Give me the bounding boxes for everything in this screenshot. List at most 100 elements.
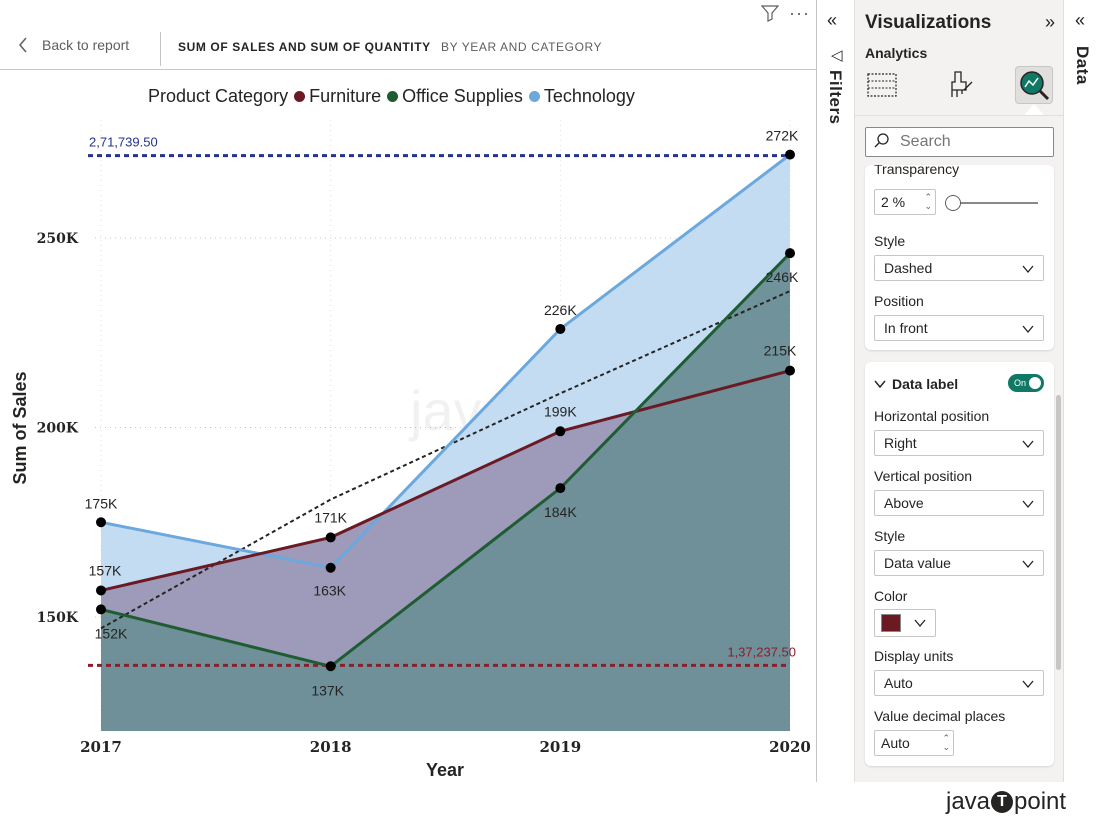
data-label: 199K <box>544 403 577 419</box>
decimal-places-spinbox[interactable]: Auto ⌃ ⌄ <box>874 730 954 756</box>
data-label-card: Data label On Horizontal position Right … <box>865 362 1054 766</box>
tab-divider <box>855 115 1064 116</box>
filters-pane-label[interactable]: Filters <box>826 70 845 125</box>
legend-marker <box>387 91 399 102</box>
tab-format-visual[interactable] <box>941 66 979 104</box>
drillthrough-header: Back to report SUM OF SALES AND SUM OF Q… <box>0 30 816 70</box>
legend-item-office-supplies[interactable]: Office Supplies <box>387 86 523 107</box>
paintbrush-icon <box>951 71 973 97</box>
logo-text-right: point <box>1014 788 1067 815</box>
report-canvas: ··· Back to report SUM OF SALES AND SUM … <box>0 3 816 780</box>
filters-pane-collapsed: « ◁ Filters <box>816 0 854 782</box>
color-label: Color <box>874 588 908 604</box>
x-tick-label: 2020 <box>769 738 811 756</box>
transparency-slider-thumb[interactable] <box>944 195 961 211</box>
label-style-label: Style <box>874 528 906 544</box>
transparency-spinbox[interactable]: 2 % ⌃ ⌄ <box>874 189 936 215</box>
data-point <box>96 517 106 528</box>
vertical-position-value: Above <box>884 495 924 511</box>
decimal-places-label: Value decimal places <box>874 708 1006 724</box>
x-tick-label: 2017 <box>80 738 122 756</box>
transparency-slider-track[interactable] <box>950 202 1038 204</box>
line-position-dropdown[interactable]: In front <box>874 315 1044 341</box>
search-input[interactable] <box>898 132 1048 152</box>
horizontal-position-label: Horizontal position <box>874 408 990 424</box>
data-point <box>555 323 566 334</box>
display-units-dropdown[interactable]: Auto <box>874 670 1044 696</box>
back-to-report-button[interactable]: Back to report <box>18 37 129 53</box>
data-pane-collapsed: « Data <box>1063 0 1100 782</box>
y-axis-title: Sum of Sales <box>10 371 30 484</box>
tab-analytics[interactable] <box>1015 66 1053 104</box>
vertical-position-dropdown[interactable]: Above <box>874 490 1044 516</box>
reference-label-max: 2,71,739.50 <box>89 135 158 150</box>
active-tab-pointer <box>1023 104 1045 116</box>
line-position-value: In front <box>884 320 928 336</box>
data-label: 175K <box>85 495 118 511</box>
area-office-supplies <box>101 253 790 731</box>
y-tick-label: 200K <box>37 421 79 437</box>
legend-item-technology[interactable]: Technology <box>528 86 635 107</box>
data-label: 163K <box>313 583 346 599</box>
pane-scrollbar[interactable] <box>1056 395 1061 670</box>
chevron-down-icon <box>1022 560 1034 569</box>
data-label: 157K <box>89 562 122 578</box>
data-point <box>555 483 566 494</box>
area-chart: 150K200K250KjavaTpoint2,71,739.501,37,23… <box>10 120 811 780</box>
legend-label: Office Supplies <box>402 86 523 106</box>
reference-label-min: 1,37,237.50 <box>727 644 796 659</box>
spin-arrows-icon[interactable]: ⌃ ⌄ <box>924 192 932 211</box>
more-options-icon[interactable]: ··· <box>789 3 810 23</box>
label-style-dropdown[interactable]: Data value <box>874 550 1044 576</box>
filter-icon[interactable] <box>761 4 780 22</box>
analytics-magnifier-icon <box>1020 71 1050 101</box>
x-tick-label: 2019 <box>539 738 581 756</box>
y-tick-label: 150K <box>37 610 79 626</box>
data-point <box>785 365 795 376</box>
line-style-value: Dashed <box>884 260 933 276</box>
display-units-label: Display units <box>874 648 954 664</box>
data-point <box>325 532 336 543</box>
data-point <box>96 604 106 615</box>
legend-label: Technology <box>543 86 635 106</box>
x-axis-title: Year <box>426 760 464 780</box>
chart-legend: Product Category Furniture Office Suppli… <box>148 86 635 107</box>
section-label: Analytics <box>865 45 928 61</box>
spin-arrows-icon[interactable]: ⌃ ⌄ <box>942 733 950 752</box>
visual-subtitle: BY YEAR AND CATEGORY <box>441 40 603 54</box>
color-picker[interactable] <box>874 609 936 637</box>
label-style-value: Data value <box>884 555 951 571</box>
data-label: 246K <box>766 269 799 285</box>
chevron-down-icon <box>1022 440 1034 449</box>
horizontal-position-dropdown[interactable]: Right <box>874 430 1044 456</box>
chevron-down-icon <box>1022 325 1034 334</box>
data-pane-label[interactable]: Data <box>1073 46 1092 85</box>
collapse-data-icon[interactable]: « <box>1075 10 1086 30</box>
color-swatch <box>881 614 901 632</box>
table-grid-icon <box>867 73 897 97</box>
data-label-toggle[interactable]: On <box>1008 374 1044 392</box>
expand-pane-icon[interactable]: » <box>1044 12 1055 32</box>
visual-title: SUM OF SALES AND SUM OF QUANTITY <box>178 40 431 54</box>
style-label: Style <box>874 233 906 249</box>
legend-marker <box>528 91 540 102</box>
x-tick-label: 2018 <box>310 738 352 756</box>
data-label: 184K <box>544 504 577 520</box>
decimal-places-value: Auto <box>881 735 910 751</box>
legend-item-furniture[interactable]: Furniture <box>294 86 381 107</box>
horizontal-position-value: Right <box>884 435 917 451</box>
line-style-dropdown[interactable]: Dashed <box>874 255 1044 281</box>
tab-build-visual[interactable] <box>863 66 901 104</box>
search-box[interactable] <box>865 127 1054 157</box>
data-label: 152K <box>95 625 128 641</box>
data-point <box>785 248 795 259</box>
data-label-section-toggle[interactable]: Data label <box>874 376 958 392</box>
toggle-knob <box>1029 377 1041 389</box>
data-point <box>96 585 106 596</box>
logo-text-left: java <box>946 788 991 815</box>
collapse-filters-icon[interactable]: « <box>827 10 838 30</box>
chevron-down-icon <box>1022 500 1034 509</box>
data-point <box>785 149 795 160</box>
legend-title: Product Category <box>148 86 289 106</box>
line-settings-card: Transparency 2 % ⌃ ⌄ Style Dashed Positio… <box>865 165 1054 350</box>
